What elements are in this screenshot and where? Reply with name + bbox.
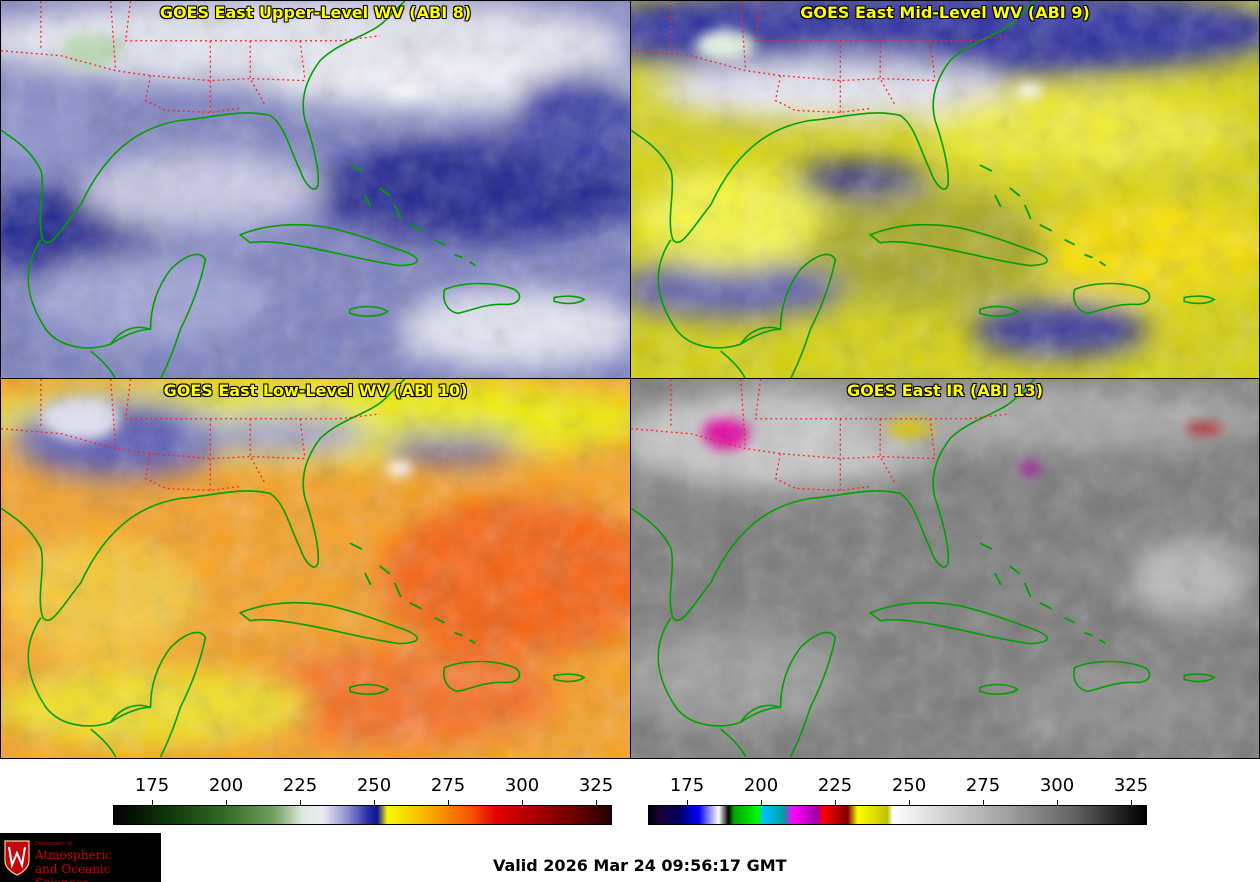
tick-label: 300	[1039, 775, 1075, 796]
tick-mark	[152, 800, 153, 807]
tick-mark	[448, 800, 449, 807]
panel-mid-level-wv: GOES East Mid-Level WV (ABI 9)	[630, 0, 1260, 379]
tick-mark	[1131, 800, 1132, 807]
logo-dept-text: Department of	[35, 841, 72, 847]
tick-mark	[522, 800, 523, 807]
tick-label: 225	[817, 775, 853, 796]
tick-label: 275	[965, 775, 1001, 796]
logo-line1: Atmospheric	[35, 848, 112, 862]
tick-label: 300	[504, 775, 540, 796]
tick-mark	[374, 800, 375, 807]
panel-title: GOES East Mid-Level WV (ABI 9)	[800, 3, 1090, 22]
colorbar-gradient	[648, 805, 1147, 825]
tick-label: 225	[282, 775, 318, 796]
tick-mark	[1057, 800, 1058, 807]
tick-mark	[596, 800, 597, 807]
tick-mark	[687, 800, 688, 807]
colorbar-wv: 175 200 225 250 275 300 325	[113, 774, 614, 828]
uw-crest-icon	[4, 840, 30, 876]
panel-upper-level-wv: GOES East Upper-Level WV (ABI 8)	[0, 0, 631, 379]
tick-mark	[983, 800, 984, 807]
tick-label: 250	[356, 775, 392, 796]
panel-ir: GOES East IR (ABI 13)	[630, 378, 1260, 759]
tick-mark	[835, 800, 836, 807]
colorbar-ticks: 175 200 225 250 275 300 325	[113, 774, 614, 807]
colorbar-gradient	[113, 805, 612, 825]
tick-label: 175	[669, 775, 705, 796]
tick-mark	[909, 800, 910, 807]
panel-title: GOES East IR (ABI 13)	[846, 381, 1044, 400]
tick-label: 175	[134, 775, 170, 796]
valid-time: Valid 2026 Mar 24 09:56:17 GMT	[493, 856, 787, 875]
tick-label: 200	[208, 775, 244, 796]
mid-level-wv-image	[631, 1, 1259, 378]
tick-mark	[761, 800, 762, 807]
upper-level-wv-image	[1, 1, 630, 378]
panel-low-level-wv: GOES East Low-Level WV (ABI 10)	[0, 378, 631, 759]
tick-label: 325	[1113, 775, 1149, 796]
colorbar-ir: 175 200 225 250 275 300 325	[648, 774, 1149, 828]
logo-line2: and Oceanic Sciences	[35, 862, 111, 882]
aos-logo: Department of Atmospheric and Oceanic Sc…	[0, 833, 161, 882]
low-level-wv-image	[1, 379, 630, 758]
tick-mark	[300, 800, 301, 807]
colorbar-ticks: 175 200 225 250 275 300 325	[648, 774, 1149, 807]
panel-title: GOES East Upper-Level WV (ABI 8)	[159, 3, 472, 22]
tick-label: 275	[430, 775, 466, 796]
panel-title: GOES East Low-Level WV (ABI 10)	[163, 381, 468, 400]
tick-label: 250	[891, 775, 927, 796]
tick-label: 325	[578, 775, 614, 796]
tick-label: 200	[743, 775, 779, 796]
tick-mark	[226, 800, 227, 807]
ir-image	[631, 379, 1259, 758]
